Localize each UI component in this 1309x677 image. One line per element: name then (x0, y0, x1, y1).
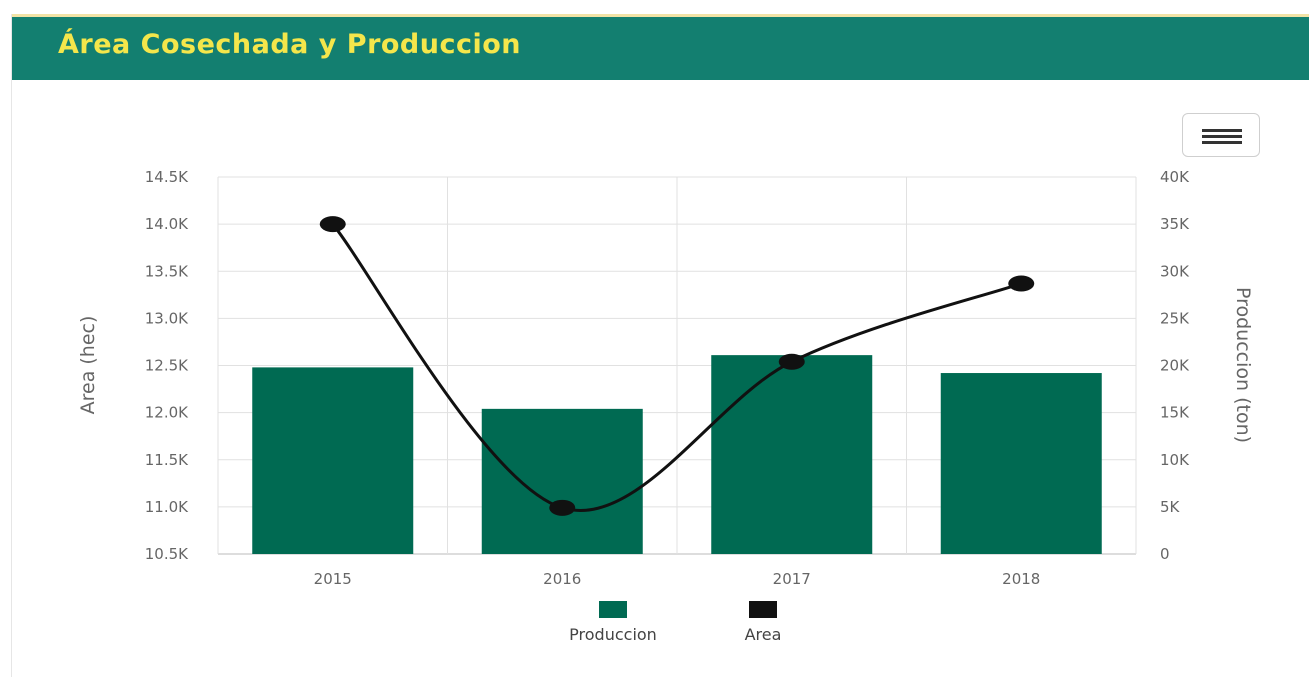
point-area-2016 (549, 499, 576, 516)
right-axis-tick-label: 20K (1160, 357, 1190, 375)
x-axis-tick-label: 2018 (1002, 570, 1040, 588)
bar-series-produccion (252, 355, 1102, 554)
right-axis-ticks: 0 5K 10K 15K 20K 25K 30K 35K 40K (1160, 168, 1190, 563)
line-series-area (331, 223, 1022, 512)
left-axis-tick-label: 14.5K (145, 168, 189, 186)
x-axis-tick-label: 2017 (773, 570, 811, 588)
left-axis-tick-label: 13.5K (145, 262, 189, 280)
x-axis-ticks: 2015 2016 2017 2018 (314, 570, 1041, 588)
legend-label-produccion: Produccion (569, 625, 657, 644)
left-axis-tick-label: 10.5K (145, 545, 189, 563)
right-axis-tick-label: 0 (1160, 545, 1170, 563)
left-axis-tick-label: 12.0K (145, 404, 189, 422)
page-title: Área Cosechada y Produccion (58, 29, 522, 60)
bar-2018 (940, 373, 1102, 554)
right-axis-title: Produccion (ton) (1232, 287, 1254, 443)
right-axis-tick-label: 30K (1160, 262, 1190, 280)
bar-2016 (481, 408, 643, 554)
point-area-2017 (778, 353, 805, 370)
right-axis-tick-label: 15K (1160, 404, 1190, 422)
left-axis-ticks: 10.5K 11.0K 11.5K 12.0K 12.5K 13.0K 13.5K 14.0K… (145, 168, 189, 563)
legend-swatch-area (749, 601, 777, 618)
point-area-2015 (319, 216, 346, 233)
left-axis-tick-label: 14.0K (145, 215, 189, 233)
x-axis-tick-label: 2015 (314, 570, 352, 588)
line-points-area (319, 216, 1035, 516)
point-area-2018 (1008, 275, 1035, 292)
right-axis-tick-label: 35K (1160, 215, 1190, 233)
right-axis-tick-label: 40K (1160, 168, 1190, 186)
bar-2015 (252, 367, 414, 554)
left-axis-tick-label: 11.0K (145, 498, 189, 516)
x-axis-tick-label: 2016 (543, 570, 581, 588)
page-top-strip (0, 0, 1309, 14)
chart-legend: Produccion Area (569, 601, 781, 644)
bar-2017 (711, 355, 873, 554)
right-axis-tick-label: 10K (1160, 451, 1190, 469)
left-axis-title: Area (hec) (77, 316, 99, 415)
right-axis-tick-label: 5K (1160, 498, 1181, 516)
right-axis-tick-label: 25K (1160, 309, 1190, 327)
card-header: Área Cosechada y Produccion (12, 14, 1309, 80)
left-axis-tick-label: 11.5K (145, 451, 189, 469)
chart-card: Área Cosechada y Produccion (11, 14, 1309, 677)
left-axis-tick-label: 12.5K (145, 357, 189, 375)
legend-swatch-produccion (599, 601, 627, 618)
chart-menu-button[interactable] (1182, 113, 1260, 157)
left-axis-tick-label: 13.0K (145, 309, 189, 327)
legend-label-area: Area (745, 625, 782, 644)
